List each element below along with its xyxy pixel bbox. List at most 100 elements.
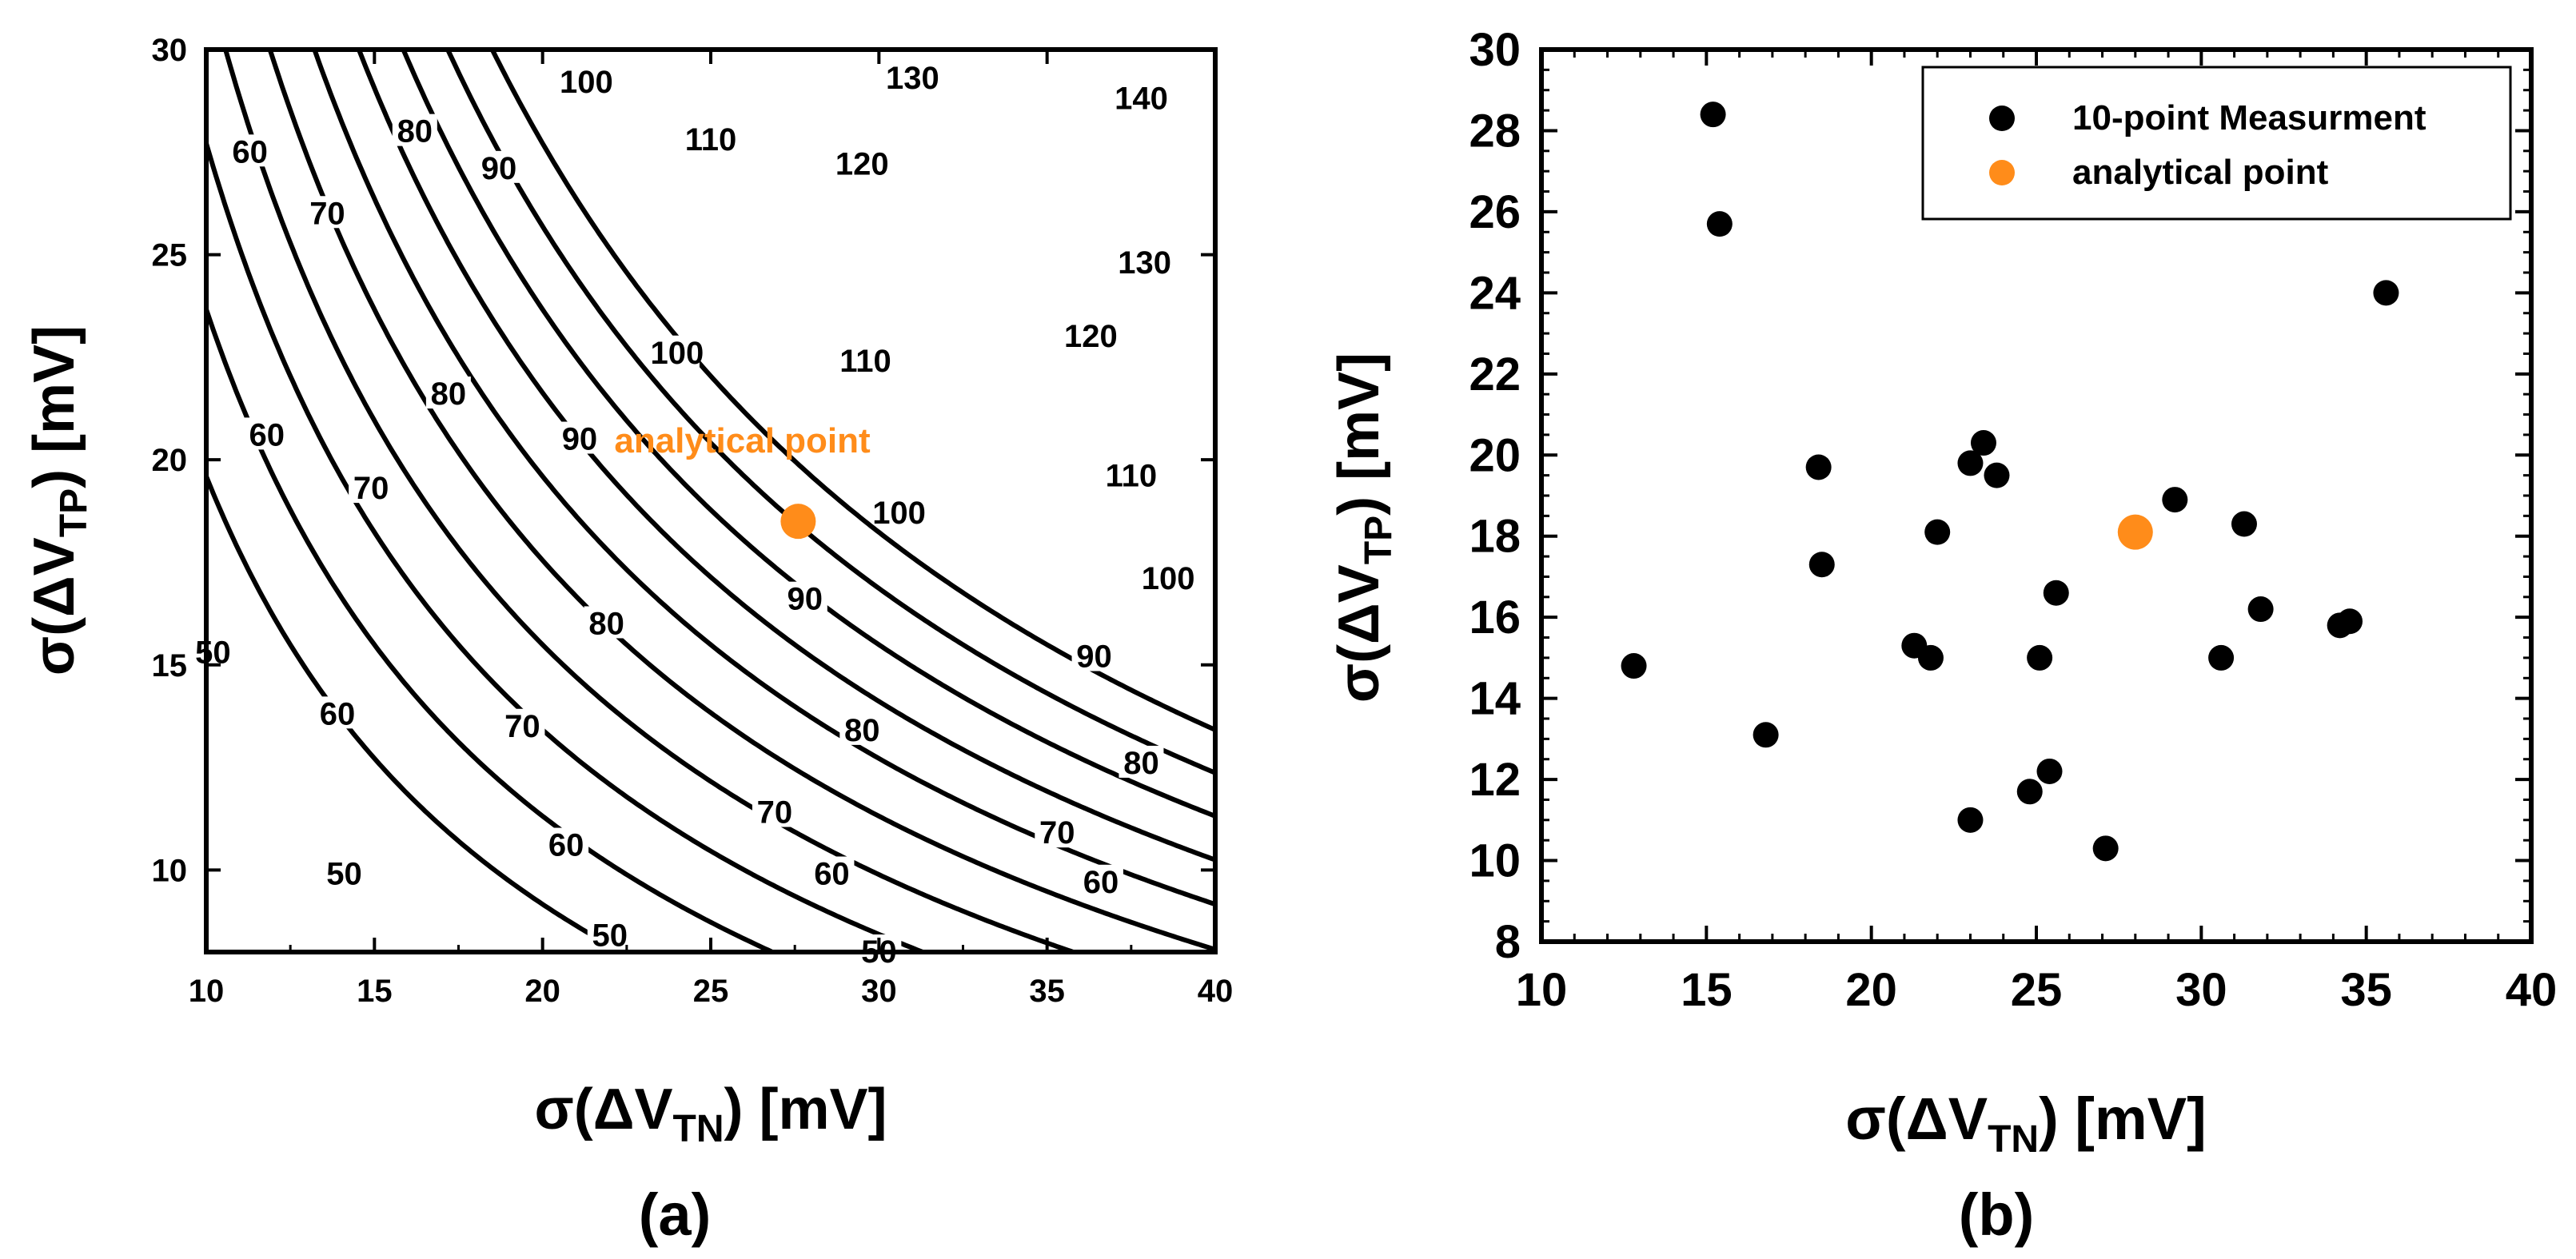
contour-label: 70	[353, 471, 389, 506]
b-y-tick-label: 18	[1469, 511, 1521, 563]
contour-label: 100	[1142, 561, 1195, 596]
contour-label: 60	[232, 134, 268, 169]
legend-label-measurement: 10-point Measurment	[2072, 98, 2426, 137]
a-x-tick-label: 20	[524, 974, 560, 1009]
b-measurement-point	[1706, 211, 1733, 237]
contour-label-bg	[1068, 319, 1114, 352]
contour-labels: 100 130 140 80 110 60 90 120 70 130 100 110 120 80 60 9…	[190, 60, 1195, 970]
contour-line-140	[489, 50, 1215, 733]
contour-label: 100	[560, 65, 613, 100]
contour-label: 100	[872, 496, 926, 531]
contour-label-bg	[244, 417, 289, 450]
a-x-tick-label: 10	[189, 974, 225, 1009]
b-y-tick-label: 12	[1469, 754, 1521, 806]
contour-label: 90	[562, 422, 598, 457]
contour-label: 120	[835, 147, 889, 182]
b-x-tick-label: 35	[2340, 964, 2392, 1016]
b-measurement-point	[2373, 280, 2399, 306]
contour-label-bg	[688, 122, 733, 154]
contour-label-bg	[349, 471, 394, 504]
b-y-tick-label: 22	[1469, 349, 1521, 400]
contour-label: 60	[249, 417, 285, 452]
b-x-tick-label: 25	[2011, 964, 2063, 1016]
contour-label: 130	[1118, 245, 1171, 281]
b-measurement-point	[1957, 807, 1984, 833]
b-y-tick-label: 26	[1469, 186, 1521, 238]
b-measurement-point	[2162, 487, 2188, 513]
b-scatter-points	[1621, 102, 2399, 862]
b-y-tick-label: 24	[1469, 267, 1521, 319]
contour-label-bg	[227, 134, 273, 167]
b-measurement-point	[1753, 722, 1779, 748]
b-measurement-point	[1917, 644, 1944, 671]
contour-line-60	[206, 301, 779, 952]
b-measurement-point	[2247, 596, 2274, 623]
b-x-tick-label: 15	[1681, 964, 1733, 1016]
contour-label: 60	[548, 828, 584, 863]
contour-line-100	[312, 50, 1215, 907]
a-analytical-point-marker	[780, 504, 816, 540]
b-measurement-point	[2043, 580, 2069, 606]
contour-label-bg	[654, 335, 700, 368]
contour-label: 60	[1083, 865, 1119, 900]
contour-label: 50	[326, 856, 362, 891]
a-y-tick-label: 30	[152, 33, 188, 68]
a-y-tick-label: 15	[152, 648, 188, 683]
a-analytical-point-label: analytical point	[614, 421, 871, 460]
b-y-tick-label: 28	[1469, 105, 1521, 157]
contour-label-bg	[190, 635, 236, 667]
b-measurement-point	[1621, 653, 1647, 679]
contour-line-110	[356, 50, 1215, 863]
b-y-tick-label: 8	[1495, 916, 1521, 968]
contour-label-bg	[1119, 745, 1164, 778]
contour-label-bg	[890, 60, 935, 93]
b-y-tick-label: 10	[1469, 835, 1521, 887]
a-y-tick-label: 10	[152, 853, 188, 888]
contour-label-bg	[425, 377, 471, 409]
contour-label: 60	[320, 696, 356, 731]
contour-label-bg	[843, 344, 888, 377]
contour-label-bg	[876, 495, 922, 528]
contour-panel-a: 100 130 140 80 110 60 90 120 70 130 100 110 120 80 60 9…	[22, 33, 1233, 1248]
contour-label-bg	[544, 827, 589, 860]
contour-label-bg	[752, 795, 797, 827]
a-y-tick-label: 25	[152, 238, 188, 273]
legend-label-analytical: analytical point	[2072, 153, 2329, 192]
contour-label-bg	[500, 708, 545, 741]
a-y-axis-label: σ(ΔVTP) [mV]	[22, 325, 95, 675]
contour-line-120	[401, 50, 1215, 819]
contour-label-bg	[392, 114, 437, 146]
contour-label: 110	[685, 122, 737, 157]
contour-label-bg	[1071, 639, 1117, 671]
a-plot-frame	[204, 47, 1218, 954]
contour-label: 80	[588, 606, 624, 641]
contour-line-90	[267, 50, 1215, 952]
b-measurement-point	[2092, 835, 2119, 862]
contour-label: 50	[592, 918, 628, 953]
contour-label-bg	[1146, 561, 1191, 594]
contour-label-bg	[782, 581, 827, 614]
contour-label-bg	[1035, 815, 1080, 848]
a-x-tick-label: 35	[1029, 974, 1065, 1009]
contour-label: 80	[1123, 746, 1159, 781]
b-x-tick-label: 30	[2175, 964, 2227, 1016]
b-measurement-point	[1924, 519, 1951, 545]
legend-marker-measurement	[1989, 106, 2015, 131]
contour-curves	[206, 50, 1215, 952]
b-measurement-point	[2337, 608, 2363, 635]
b-measurement-point	[2208, 644, 2235, 671]
contour-label-bg	[564, 65, 609, 98]
contour-label-bg	[839, 146, 885, 179]
panel-caption-a: (a)	[639, 1181, 711, 1248]
b-y-tick-label: 30	[1469, 24, 1521, 76]
contour-label-bg	[476, 150, 521, 183]
b-measurement-point	[2231, 511, 2257, 537]
contour-label: 70	[309, 196, 345, 231]
b-measurement-point	[2016, 779, 2043, 805]
legend-box	[1921, 66, 2512, 221]
contour-label: 100	[651, 336, 704, 371]
b-x-axis-label: σ(ΔVTN) [mV]	[1845, 1086, 2206, 1161]
b-x-tick-label: 10	[1516, 964, 1568, 1016]
contour-label: 70	[1039, 815, 1075, 851]
b-measurement-point	[1805, 454, 1832, 480]
